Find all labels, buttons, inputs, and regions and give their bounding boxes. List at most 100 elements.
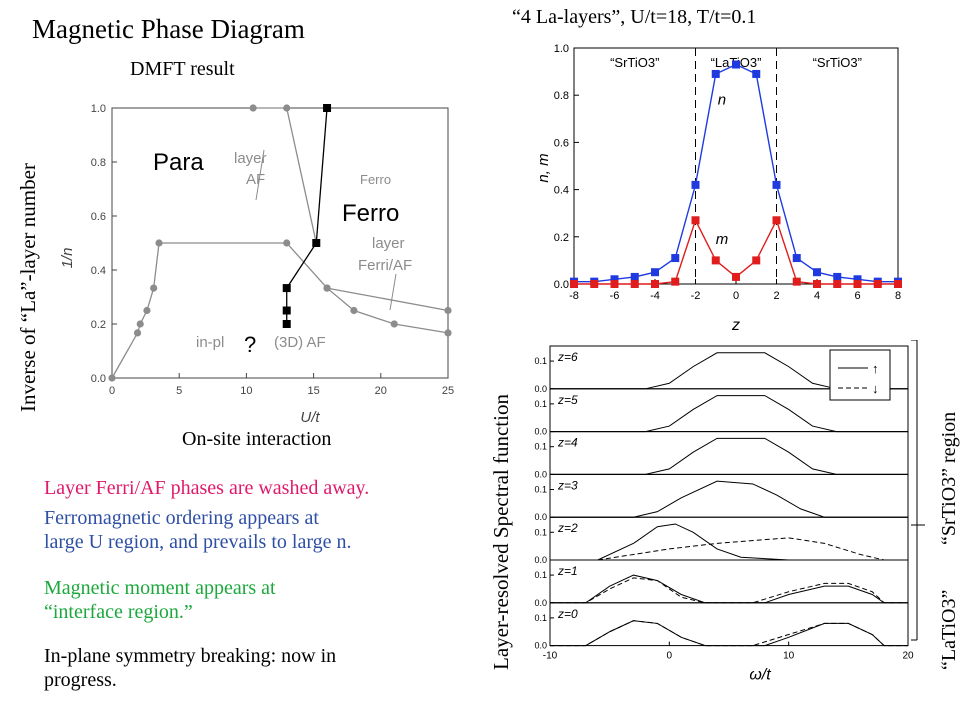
label-in-plane: in-pl: [196, 334, 224, 351]
square-point: [323, 104, 332, 112]
series-point-m: [792, 277, 801, 286]
y-tick-label: 0.0: [91, 373, 106, 385]
x-tick-label: 10: [240, 385, 252, 397]
y-tick-label: 0.8: [554, 90, 569, 102]
circle-point: [444, 306, 452, 315]
label-layer-ferri-1: layer: [372, 235, 405, 252]
x-tick-label: -8: [569, 290, 579, 302]
spectral-down-line: [550, 577, 908, 604]
profile-title: “4 La-layers”, U/t=18, T/t=0.1: [512, 6, 757, 28]
x-tick-label: 15: [307, 385, 319, 397]
x-tick-label: 20: [902, 651, 914, 662]
spectral-down-line: [550, 620, 908, 647]
spectral-down-line: [550, 537, 908, 561]
label-layer-ferri-2: Ferri/AF: [358, 257, 412, 274]
series-point-m: [590, 280, 599, 288]
y-tick-label: 0.2: [554, 232, 569, 244]
phase-y-caption: Inverse of “La”-layer number: [16, 163, 40, 412]
label-ferro: Ferro: [342, 200, 399, 227]
label-question: ?: [244, 332, 256, 357]
series-point-m: [894, 280, 902, 288]
x-tick-label: -6: [610, 290, 620, 302]
spectral-panels: 0.0 0.1 z=6 0.0 0.1 z=5 0.0 0.1 z=4 0.0 0.1 z=3 0.0 0…: [534, 340, 925, 684]
series-point-n: [711, 69, 720, 78]
circle-point: [444, 329, 452, 337]
y-tick-label: 0.4: [554, 185, 569, 197]
panel-label: z=6: [557, 350, 578, 364]
series-point-n: [752, 69, 761, 78]
x-tick-label: 6: [854, 290, 860, 302]
series-point-n: [772, 180, 781, 189]
phase-x-caption: On-site interaction: [182, 428, 332, 450]
series-point-m: [752, 256, 761, 265]
slide-subtitle: DMFT result: [130, 58, 235, 80]
series-point-n: [610, 275, 619, 284]
y-tick-label: 0.1: [534, 356, 547, 366]
phase-boundary-line-3: [286, 107, 328, 324]
series-point-m: [630, 280, 639, 288]
x-tick-label: 0: [109, 385, 115, 397]
circle-point: [150, 284, 158, 292]
series-point-m: [813, 280, 821, 288]
y-tick-label: 0.4: [91, 265, 106, 277]
y-tick-label: 0.0: [534, 555, 547, 565]
profile-series: nm: [570, 60, 902, 288]
x-tick-label: 25: [442, 385, 454, 397]
x-axis-label: U/t: [300, 409, 320, 426]
series-point-m: [610, 280, 619, 288]
y-tick-label: 0.1: [534, 613, 547, 623]
spectral-up-line: [550, 395, 908, 433]
y-tick-label: 0.1: [534, 399, 547, 409]
series-label-n: n: [718, 92, 726, 109]
series-point-n: [671, 254, 680, 263]
spectral-up-line: [550, 620, 908, 647]
phase-boundary-line-2: [326, 287, 449, 312]
series-point-m: [833, 280, 842, 288]
spectral-up-line: [550, 480, 908, 518]
note-line-6: In-plane symmetry breaking: now in: [44, 645, 337, 667]
circle-point: [249, 104, 257, 112]
y-tick-label: 0.1: [534, 527, 547, 537]
note-line-4: Magnetic moment appears at: [44, 577, 276, 599]
slide-title: Magnetic Phase Diagram: [32, 14, 305, 44]
circle-point: [155, 239, 163, 247]
plot-frame: [573, 47, 899, 285]
label-3d-af: (3D) AF: [274, 334, 326, 351]
circle-point: [143, 306, 151, 315]
spectral-y-caption: Layer-resolved Spectral function: [489, 394, 513, 670]
label-ferro-old: Ferro: [360, 172, 391, 187]
series-point-n: [833, 272, 842, 281]
x-tick-label: 0: [667, 651, 673, 662]
leader-layer-af: [255, 149, 265, 201]
x-tick-label: -10: [543, 651, 558, 662]
x-tick-label: 0: [733, 290, 739, 302]
x-tick-label: 2: [773, 290, 779, 302]
panel-label: z=3: [557, 478, 578, 492]
note-line-1: Layer Ferri/AF phases are washed away.: [44, 477, 370, 499]
x-tick-label: 4: [814, 290, 820, 302]
profile-chart: -8 -6 -4 -2 0 2 4 6 8 0.0 0.2 0.4 0.6 0.8 1.0 “SrTiO3” “…: [535, 43, 902, 334]
series-label-m: m: [716, 231, 729, 248]
label-layer-af-2: AF: [246, 171, 265, 188]
y-tick-label: 1.0: [91, 103, 106, 115]
y-tick-label: 0.0: [534, 598, 547, 608]
y-tick-label: 0.0: [554, 279, 569, 291]
circle-point: [323, 284, 331, 292]
series-point-n: [691, 180, 700, 189]
region-label: “SrTiO3”: [610, 55, 659, 70]
y-axis-label: n, m: [535, 153, 552, 182]
series-point-m: [711, 256, 720, 265]
circle-point: [283, 239, 291, 247]
y-tick-label: 0.0: [534, 384, 547, 394]
series-point-n: [792, 254, 801, 263]
series-point-m: [671, 277, 680, 286]
series-point-m: [732, 272, 740, 281]
panel-label: z=1: [557, 564, 578, 578]
panel-label: z=2: [557, 521, 578, 535]
x-tick-label: 5: [176, 385, 182, 397]
series-point-m: [651, 280, 659, 288]
series-point-n: [732, 60, 740, 69]
y-tick-label: 0.1: [534, 570, 547, 580]
y-tick-label: 0.6: [91, 211, 106, 223]
series-point-m: [570, 280, 578, 288]
